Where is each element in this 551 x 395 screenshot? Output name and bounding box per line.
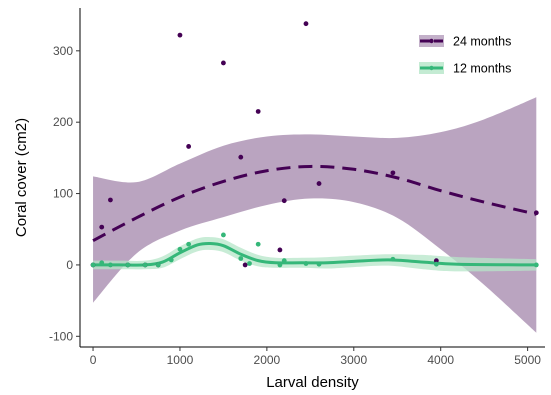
data-point-12-months	[99, 260, 104, 265]
data-point-24-months	[317, 181, 322, 186]
y-ticks: -100 0 100 200 300	[49, 44, 80, 343]
data-point-12-months	[156, 263, 161, 268]
confidence-band-24-months	[93, 97, 536, 333]
data-point-24-months	[391, 170, 396, 175]
data-point-12-months	[391, 257, 396, 262]
x-ticks: 0 1000 2000 3000 4000 5000	[90, 347, 542, 367]
data-point-12-months	[238, 256, 243, 261]
data-point-12-months	[282, 258, 287, 263]
x-tick-label: 4000	[427, 353, 454, 367]
x-axis-title: Larval density	[266, 374, 359, 391]
data-point-24-months	[99, 225, 104, 230]
y-tick-label: 100	[53, 187, 73, 201]
legend-label-12-months: 12 months	[453, 62, 511, 76]
y-tick-label: 0	[66, 258, 73, 272]
data-point-24-months	[238, 155, 243, 160]
y-tick-label: -100	[49, 329, 73, 343]
data-point-12-months	[125, 263, 130, 268]
legend: 24 months 12 months	[419, 35, 511, 76]
data-point-12-months	[91, 263, 96, 268]
data-point-24-months	[186, 144, 191, 149]
y-axis-title: Coral cover (cm2)	[13, 118, 30, 237]
legend-key-point-12-months	[429, 66, 433, 70]
data-point-12-months	[256, 242, 261, 247]
data-point-12-months	[221, 233, 226, 238]
data-point-24-months	[304, 21, 309, 26]
data-point-24-months	[243, 263, 248, 268]
y-tick-label: 300	[53, 44, 73, 58]
data-point-12-months	[169, 258, 174, 263]
legend-label-24-months: 24 months	[453, 35, 511, 49]
data-point-12-months	[247, 261, 252, 266]
x-tick-label: 5000	[514, 353, 541, 367]
data-point-24-months	[221, 61, 226, 66]
x-tick-label: 1000	[167, 353, 194, 367]
data-point-12-months	[178, 247, 183, 252]
data-point-24-months	[108, 198, 113, 203]
x-tick-label: 3000	[340, 353, 367, 367]
data-point-24-months	[256, 109, 261, 114]
data-point-24-months	[178, 33, 183, 38]
x-tick-label: 0	[90, 353, 97, 367]
data-point-12-months	[534, 263, 539, 268]
data-point-12-months	[317, 262, 322, 267]
data-point-12-months	[278, 263, 283, 268]
data-point-12-months	[434, 262, 439, 267]
confidence-bands	[93, 97, 536, 333]
data-point-12-months	[186, 242, 191, 247]
data-point-24-months	[534, 210, 539, 215]
data-point-24-months	[278, 248, 283, 253]
data-point-24-months	[282, 198, 287, 203]
y-tick-label: 200	[53, 115, 73, 129]
data-point-12-months	[143, 263, 148, 268]
data-point-12-months	[108, 263, 113, 268]
legend-key-point-24-months	[429, 39, 433, 43]
x-tick-label: 2000	[254, 353, 281, 367]
data-point-12-months	[304, 261, 309, 266]
